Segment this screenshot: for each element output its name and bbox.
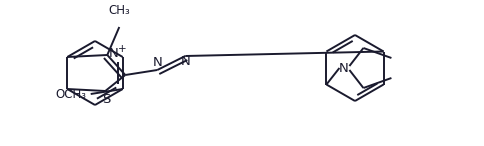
Text: S: S: [102, 93, 110, 106]
Text: +: +: [118, 44, 127, 54]
Text: N: N: [108, 46, 118, 60]
Text: N: N: [152, 56, 162, 69]
Text: CH₃: CH₃: [108, 4, 130, 17]
Text: N: N: [180, 55, 190, 68]
Text: OCH₃: OCH₃: [56, 87, 87, 100]
Text: N: N: [338, 61, 348, 74]
